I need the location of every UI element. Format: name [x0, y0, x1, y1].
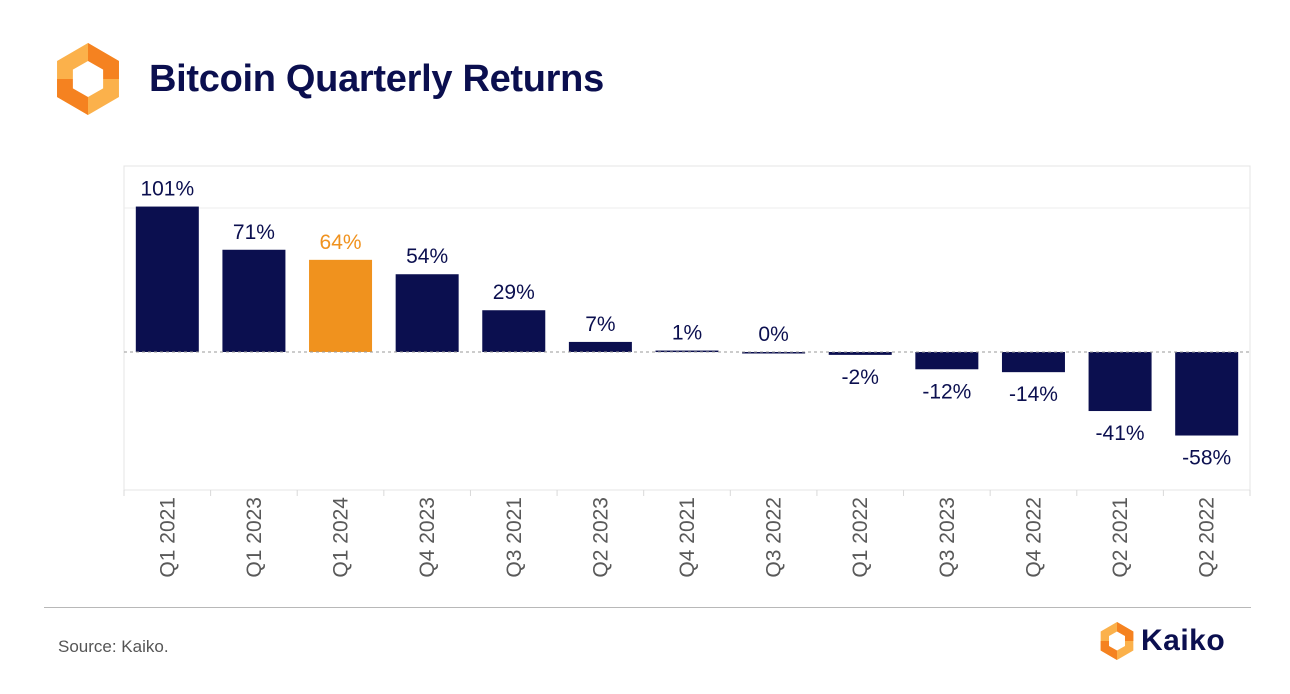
x-tick-label: Q3 2021	[503, 497, 526, 578]
bar	[568, 341, 632, 352]
data-label: -14%	[1009, 383, 1058, 406]
x-tick-label: Q4 2021	[676, 497, 699, 578]
kaiko-logo-icon	[57, 43, 119, 115]
data-label: 29%	[493, 281, 535, 304]
data-label: -2%	[842, 366, 879, 389]
bar	[655, 350, 719, 353]
x-tick-label: Q1 2023	[243, 497, 266, 578]
x-tick-label: Q1 2024	[330, 497, 353, 578]
page-title: Bitcoin Quarterly Returns	[149, 58, 604, 100]
bar	[915, 352, 979, 370]
data-label: -58%	[1182, 447, 1231, 470]
bar	[135, 206, 199, 352]
data-label: -12%	[922, 380, 971, 403]
x-tick-label: Q3 2022	[763, 497, 786, 578]
data-label: 7%	[585, 313, 615, 336]
footer-divider	[44, 607, 1251, 608]
data-label: 71%	[233, 221, 275, 244]
x-tick-label: Q1 2022	[849, 497, 872, 578]
data-label: 101%	[140, 178, 194, 201]
data-label: 64%	[320, 231, 362, 254]
data-label: 54%	[406, 245, 448, 268]
bar	[309, 259, 373, 352]
bar	[482, 310, 546, 352]
brand-footer: Kaiko	[1098, 622, 1225, 660]
x-tick-label: Q4 2023	[416, 497, 439, 578]
kaiko-brand-icon	[1100, 622, 1134, 660]
data-label: 1%	[672, 322, 702, 345]
bar	[1175, 352, 1239, 436]
x-tick-label: Q2 2021	[1109, 497, 1132, 578]
bar	[222, 249, 286, 352]
brand-name: Kaiko	[1141, 624, 1226, 657]
bar	[828, 352, 892, 355]
x-tick-label: Q2 2023	[589, 497, 612, 578]
source-note: Source: Kaiko.	[58, 637, 169, 656]
bar	[1088, 352, 1152, 412]
x-tick-label: Q2 2022	[1196, 497, 1219, 578]
plot-frame	[123, 165, 1251, 491]
bar	[395, 274, 459, 352]
x-tick-label: Q4 2022	[1022, 497, 1045, 578]
bar	[1001, 352, 1065, 373]
x-tick-label: Q1 2021	[156, 497, 179, 578]
data-label: -41%	[1096, 422, 1145, 445]
x-tick-label: Q3 2023	[936, 497, 959, 578]
data-label: 0%	[758, 323, 788, 346]
bar	[742, 352, 806, 354]
